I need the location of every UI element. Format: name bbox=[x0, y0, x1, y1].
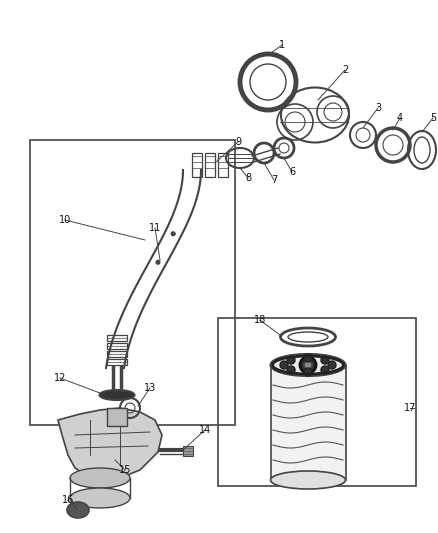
Text: 16: 16 bbox=[62, 495, 74, 505]
Text: 6: 6 bbox=[289, 167, 295, 177]
Ellipse shape bbox=[67, 502, 89, 518]
Text: 3: 3 bbox=[375, 103, 381, 113]
Text: 13: 13 bbox=[144, 383, 156, 393]
Text: 14: 14 bbox=[199, 425, 211, 435]
Text: 4: 4 bbox=[397, 113, 403, 123]
Bar bbox=[107, 335, 127, 341]
Text: 10: 10 bbox=[59, 215, 71, 225]
Circle shape bbox=[156, 260, 160, 264]
Text: 18: 18 bbox=[254, 315, 266, 325]
Bar bbox=[107, 343, 127, 349]
Circle shape bbox=[321, 366, 329, 374]
Circle shape bbox=[304, 368, 312, 376]
Ellipse shape bbox=[271, 471, 346, 489]
Text: 5: 5 bbox=[430, 113, 436, 123]
Text: 11: 11 bbox=[149, 223, 161, 233]
Circle shape bbox=[280, 361, 288, 369]
Circle shape bbox=[171, 232, 175, 236]
Circle shape bbox=[304, 361, 312, 369]
Text: 15: 15 bbox=[119, 465, 131, 475]
Ellipse shape bbox=[271, 354, 346, 376]
Text: 1: 1 bbox=[279, 40, 285, 50]
Circle shape bbox=[287, 356, 295, 364]
Bar bbox=[192, 153, 202, 177]
Text: 8: 8 bbox=[245, 173, 251, 183]
Circle shape bbox=[287, 366, 295, 374]
Bar bbox=[183, 446, 193, 456]
Polygon shape bbox=[58, 408, 162, 480]
Ellipse shape bbox=[99, 390, 134, 400]
Circle shape bbox=[304, 354, 312, 362]
Text: 7: 7 bbox=[271, 175, 277, 185]
Bar bbox=[218, 318, 416, 486]
Circle shape bbox=[300, 357, 316, 373]
Text: 12: 12 bbox=[54, 373, 66, 383]
Bar bbox=[30, 140, 235, 425]
Ellipse shape bbox=[70, 488, 130, 508]
Ellipse shape bbox=[70, 468, 130, 488]
Text: 2: 2 bbox=[342, 65, 348, 75]
Bar bbox=[271, 365, 346, 480]
Circle shape bbox=[321, 356, 329, 364]
Bar bbox=[205, 153, 215, 177]
Bar bbox=[107, 408, 127, 426]
Text: 17: 17 bbox=[404, 403, 416, 413]
Bar bbox=[218, 153, 228, 177]
Circle shape bbox=[328, 361, 336, 369]
Text: 9: 9 bbox=[235, 137, 241, 147]
Bar bbox=[107, 359, 127, 365]
Bar bbox=[107, 351, 127, 357]
